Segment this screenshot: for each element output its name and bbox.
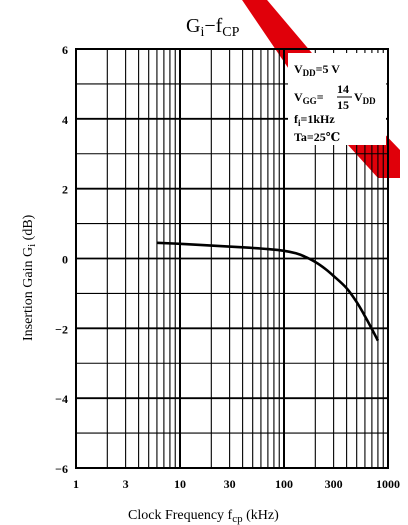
series-line-layer <box>156 241 380 342</box>
x-tick-label: 100 <box>275 477 293 491</box>
annotation-vdd: VDD=5 V <box>294 62 340 78</box>
x-tick-label: 30 <box>224 477 236 491</box>
x-axis-label: Clock Frequency fcp (kHz) <box>128 508 279 525</box>
x-tick-label: 300 <box>325 477 343 491</box>
plot-frame <box>75 48 389 469</box>
chart-title: Gi−fCP <box>186 15 240 40</box>
annotation-fi: fi=1kHz <box>294 112 335 128</box>
y-tick-label: 4 <box>62 113 68 127</box>
y-tick-label: −6 <box>55 462 68 476</box>
y-tick-label: −4 <box>55 392 68 406</box>
annotation-ta: Ta=25℃ <box>294 130 340 144</box>
x-tick-label: 1000 <box>376 477 400 491</box>
x-tick-label: 3 <box>123 477 129 491</box>
annotation-vgg-numerator: 14 <box>337 82 349 96</box>
annotation-vgg-denominator: 15 <box>337 98 349 112</box>
x-tick-label: 10 <box>174 477 186 491</box>
y-tick-label: −2 <box>55 322 68 336</box>
tick-labels: 1 3 10 30 100 300 1000 −6 −4 −2 0 2 4 6 <box>55 43 400 491</box>
annotation-box <box>288 53 386 145</box>
y-tick-label: 6 <box>62 43 68 57</box>
conditions-annotation: VDD=5 V VGG= 14 15 VDD fi=1kHz Ta=25℃ <box>288 53 386 145</box>
y-axis-label: Insertion Gain Gi (dB) <box>21 214 38 341</box>
series-line <box>156 241 380 342</box>
annotation-vgg: VGG= <box>294 90 324 106</box>
annotation-vgg-vdd: VDD <box>354 90 376 106</box>
y-tick-label: 2 <box>62 183 68 197</box>
x-tick-label: 1 <box>73 477 79 491</box>
y-tick-label: 0 <box>62 253 68 267</box>
